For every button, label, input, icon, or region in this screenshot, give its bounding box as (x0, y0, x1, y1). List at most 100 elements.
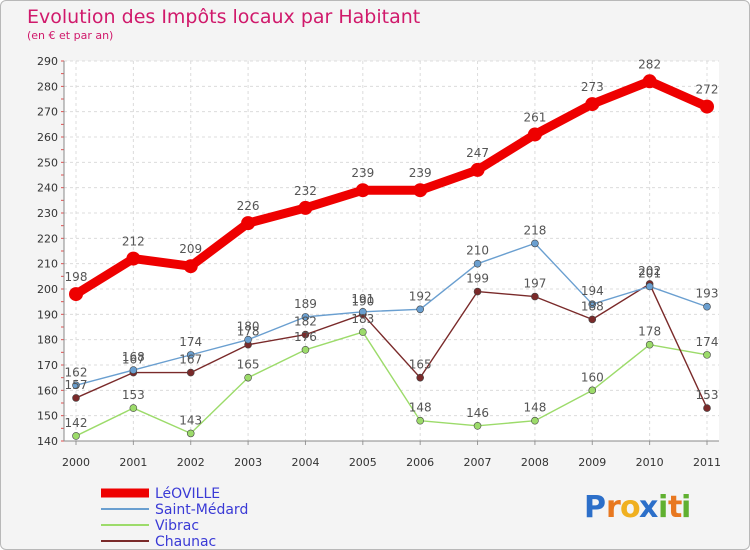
data-label: 282 (638, 57, 661, 71)
data-label: 201 (638, 266, 661, 280)
data-point (355, 183, 370, 198)
data-label: 190 (351, 294, 374, 308)
x-tick-label: 2001 (119, 456, 147, 469)
data-label: 153 (696, 388, 719, 402)
data-point (72, 381, 80, 390)
data-label: 197 (523, 277, 546, 291)
data-point (129, 404, 138, 412)
logo-letter: t (668, 490, 682, 525)
data-point (359, 307, 367, 316)
data-label: 273 (581, 80, 604, 94)
y-tick-label: 200 (37, 283, 58, 296)
data-point (645, 340, 654, 349)
data-point (703, 302, 711, 311)
data-label: 167 (179, 353, 202, 367)
data-point (129, 366, 138, 374)
y-tick-label: 290 (37, 55, 58, 68)
axes: 140 150 160 170 180 190 200 210 220 230 240 250 260 2… (37, 55, 721, 469)
x-tick-label: 2010 (636, 456, 664, 469)
data-point (585, 97, 600, 112)
data-label: 182 (294, 315, 317, 329)
data-label: 174 (696, 335, 719, 349)
data-point (588, 315, 597, 324)
y-tick-label: 210 (37, 258, 58, 271)
data-point (186, 429, 195, 438)
data-label: 178 (237, 325, 260, 339)
y-tick-label: 270 (37, 106, 58, 119)
data-label: 142 (65, 416, 88, 430)
y-tick-label: 140 (37, 435, 58, 448)
data-point (186, 351, 195, 359)
data-point (72, 394, 80, 402)
y-tick-label: 190 (37, 308, 58, 321)
y-tick-label: 220 (37, 232, 58, 245)
data-label: 209 (179, 242, 202, 256)
data-point (531, 416, 539, 425)
data-label: 194 (581, 284, 604, 298)
y-tick-label: 170 (37, 359, 58, 372)
data-point (413, 183, 428, 198)
data-label: 157 (65, 378, 88, 392)
data-label: 146 (466, 406, 489, 420)
data-label: 160 (581, 370, 604, 384)
x-tick-label: 2007 (464, 456, 492, 469)
x-tick-label: 2009 (578, 456, 606, 469)
data-point (69, 287, 83, 302)
data-label: 212 (122, 235, 145, 249)
data-point (703, 351, 711, 359)
data-label: 143 (179, 413, 202, 427)
legend-label: Vibrac (155, 518, 199, 534)
data-point (301, 330, 310, 339)
data-point (473, 259, 482, 268)
series-line-LéOVILLE (71, 76, 712, 299)
data-label: 183 (351, 312, 374, 326)
data-point (416, 373, 424, 382)
data-point (470, 162, 485, 177)
data-point (588, 300, 597, 309)
y-tick-label: 230 (37, 207, 58, 220)
series-group (69, 74, 714, 440)
data-point (416, 416, 424, 425)
data-label: 261 (523, 110, 546, 124)
x-tick-label: 2003 (234, 456, 262, 469)
legend-label: Chaunac (155, 534, 216, 549)
legend-label: LéOVILLE (155, 486, 220, 502)
chart-title: Evolution des Impôts locaux par Habitant (27, 6, 420, 28)
data-point (645, 282, 654, 291)
data-label: 167 (122, 353, 145, 367)
logo-letter: i (658, 490, 668, 525)
logo-letter: P (584, 490, 606, 525)
x-tick-label: 2005 (349, 456, 377, 469)
data-label: 174 (179, 335, 202, 349)
x-tick-label: 2006 (406, 456, 434, 469)
logo-letter: x (639, 490, 658, 525)
data-label: 189 (294, 297, 317, 311)
plot-area (64, 61, 719, 441)
data-point (244, 335, 252, 344)
series-line-Vibrac (75, 331, 708, 437)
data-point (183, 259, 198, 274)
x-tick-label: 2011 (693, 456, 721, 469)
data-label: 168 (122, 350, 145, 364)
data-label: 178 (638, 325, 661, 339)
data-label: 232 (294, 184, 317, 198)
y-tick-label: 160 (37, 384, 58, 397)
data-label: 239 (351, 166, 374, 180)
data-point (301, 313, 310, 321)
data-point (416, 305, 424, 314)
data-label: 218 (523, 223, 546, 237)
data-label: 148 (523, 401, 546, 415)
data-point (298, 200, 313, 215)
data-point (473, 287, 482, 296)
data-label: 176 (294, 330, 317, 344)
data-point (186, 368, 195, 377)
data-label: 165 (409, 358, 432, 372)
x-tick-label: 2002 (177, 456, 205, 469)
data-point (531, 292, 539, 301)
data-point (126, 251, 141, 266)
data-label: 188 (581, 299, 604, 313)
data-label: 202 (638, 264, 661, 278)
data-label: 193 (696, 287, 719, 301)
